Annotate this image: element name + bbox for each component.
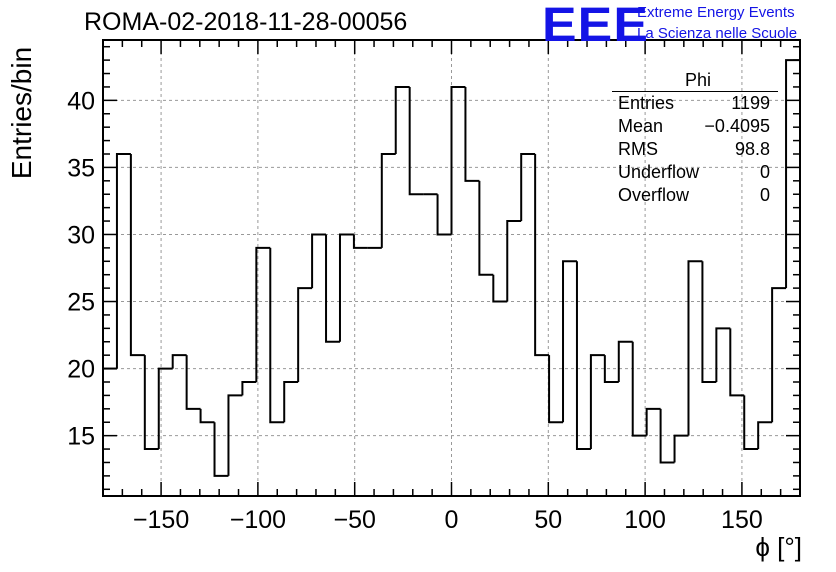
histogram-bin	[617, 340, 633, 382]
histogram-bin	[575, 261, 591, 451]
histogram-bin	[227, 394, 243, 476]
y-tick-label: 20	[67, 356, 95, 384]
stats-value: 0	[759, 185, 770, 205]
histogram-bin	[645, 407, 661, 436]
histogram-bin	[436, 194, 452, 236]
histogram-bin	[143, 355, 159, 451]
histogram-bin	[478, 180, 494, 276]
histogram-bin	[492, 274, 508, 303]
histogram-bin	[534, 154, 550, 357]
histogram-bin	[715, 327, 731, 382]
x-tick-label: −150	[133, 506, 189, 534]
stats-row-rms: RMS 98.8	[612, 138, 778, 161]
histogram-bin	[464, 86, 480, 182]
x-tick-label: 50	[534, 506, 562, 534]
x-tick-label: −100	[230, 506, 286, 534]
histogram-bin	[213, 422, 229, 477]
x-axis-label: ϕ [°]	[755, 532, 802, 562]
histogram-bin	[185, 355, 201, 410]
x-tick-label: 150	[721, 506, 763, 534]
histogram-bin	[450, 85, 466, 235]
histogram-bin	[255, 246, 271, 382]
axis-tick-labels: −150 −100 −50 0 50 100 150 15 20 25 30 35 40	[67, 87, 763, 534]
stats-label: Entries	[618, 93, 675, 113]
y-tick-label: 30	[67, 221, 95, 249]
stats-value: 98.8	[734, 139, 770, 159]
histogram-bin	[589, 354, 605, 450]
stats-row-overflow: Overflow 0	[612, 184, 778, 207]
histogram-bin	[338, 233, 354, 342]
histogram-bin	[687, 260, 703, 436]
histogram-bin	[520, 153, 536, 222]
histogram-bin	[701, 261, 717, 383]
histogram-bin	[129, 154, 145, 357]
stats-title: Phi	[612, 70, 778, 92]
stats-label: RMS	[618, 139, 658, 159]
stats-value: 1199	[731, 93, 770, 113]
histogram-bin	[380, 153, 396, 248]
axis-ticks	[103, 40, 801, 496]
histogram-bin	[757, 421, 773, 450]
histogram-bin	[325, 234, 340, 343]
histogram-bin	[771, 287, 787, 423]
histogram-bin	[297, 287, 313, 382]
histogram-bin	[506, 220, 522, 302]
chart-title: ROMA-02-2018-11-28-00056	[84, 8, 408, 36]
histogram-bin	[394, 85, 410, 154]
histogram-bin	[631, 341, 647, 437]
x-tick-label: 100	[624, 506, 666, 534]
histogram-bin	[659, 408, 675, 464]
histogram-bin	[729, 328, 745, 397]
y-tick-label: 40	[67, 87, 95, 115]
stats-value: −0.4095	[704, 116, 770, 136]
y-tick-label: 35	[67, 154, 95, 182]
logo-line-2: La Scienza nelle Scuole	[637, 25, 798, 42]
stats-row-mean: Mean −0.4095	[612, 115, 778, 138]
y-tick-label: 15	[67, 423, 95, 451]
stats-label: Mean	[618, 116, 664, 136]
histogram-bin	[785, 59, 800, 289]
histogram-bin	[603, 355, 619, 383]
stats-value: 0	[759, 162, 770, 182]
logo-line-1: Extreme Energy Events	[637, 4, 795, 21]
histogram-bin	[157, 367, 173, 450]
histogram-bin	[548, 355, 564, 424]
histogram-bin	[311, 233, 327, 289]
histogram-bin	[171, 354, 187, 369]
histogram-bin	[199, 408, 215, 424]
stats-label: Underflow	[618, 162, 700, 182]
histogram-bin	[673, 434, 689, 463]
x-tick-label: 0	[445, 506, 459, 534]
stats-row-underflow: Underflow 0	[612, 161, 778, 184]
histogram-bin	[283, 381, 299, 423]
histogram-bin	[269, 247, 285, 424]
histogram-bin	[241, 381, 257, 396]
histogram-bin	[743, 395, 759, 451]
histogram-bin	[562, 260, 577, 423]
histogram-bin	[115, 153, 131, 369]
histogram-bin	[352, 234, 368, 249]
y-axis-label: Entries/bin	[6, 46, 37, 180]
y-tick-label: 25	[67, 289, 95, 317]
x-tick-label: −50	[333, 506, 375, 534]
stats-row-entries: Entries 1199	[612, 92, 778, 115]
histogram-bars	[103, 59, 800, 477]
stats-label: Overflow	[618, 185, 690, 205]
histogram-bin	[408, 86, 424, 196]
eee-logo: EEE	[542, 0, 649, 52]
stats-box: Phi Entries 1199 Mean −0.4095 RMS 98.8 U…	[612, 70, 778, 207]
